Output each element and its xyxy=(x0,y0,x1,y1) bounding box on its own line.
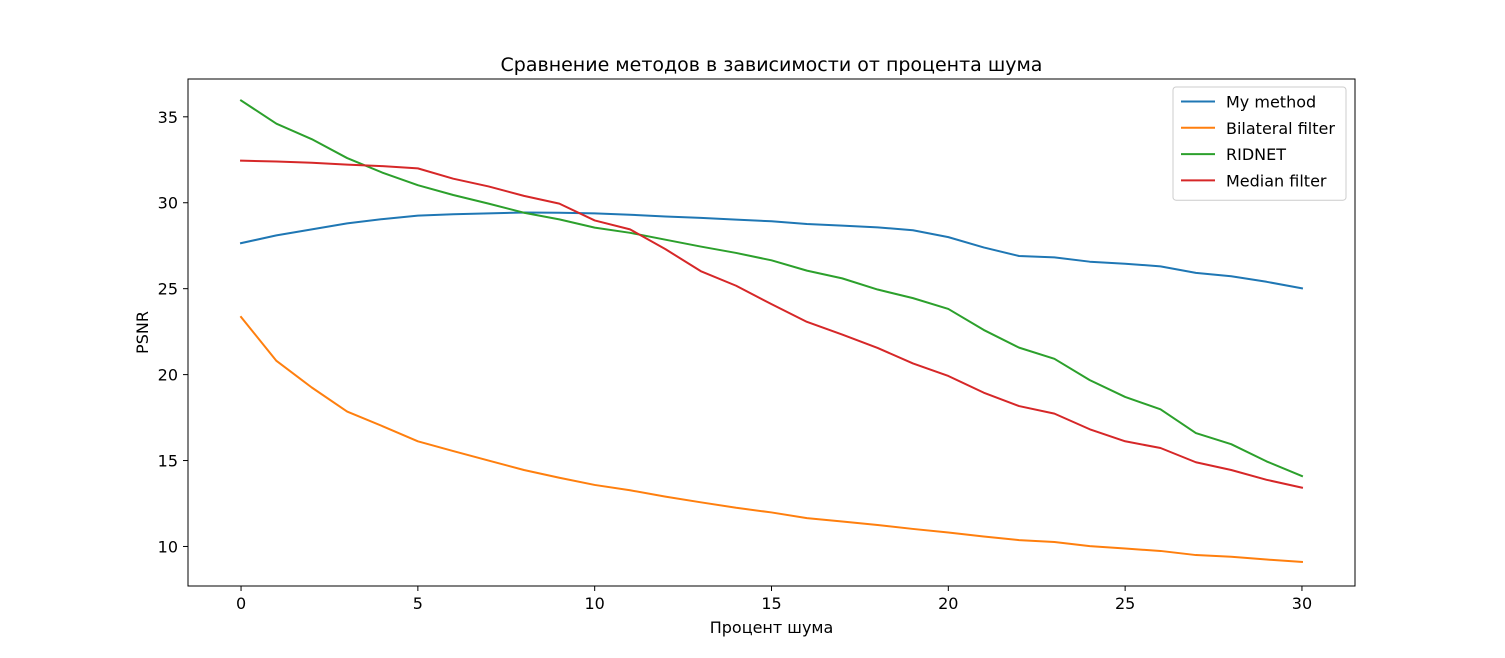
x-tick-label: 30 xyxy=(1292,594,1312,613)
x-tick-label: 15 xyxy=(761,594,781,613)
x-tick-label: 10 xyxy=(585,594,605,613)
x-tick-label: 5 xyxy=(413,594,423,613)
series-line-bilateral-filter xyxy=(239,315,1304,564)
legend: My method Bilateral filter RIDNET Median fi… xyxy=(1172,86,1347,201)
y-tick-label: 35 xyxy=(158,108,178,127)
y-tick-label: 25 xyxy=(158,280,178,299)
y-tick-label: 30 xyxy=(158,194,178,213)
series-line-median-filter xyxy=(240,159,1304,489)
legend-label-ridnet: RIDNET xyxy=(1226,145,1286,164)
y-axis-label: PSNR xyxy=(133,311,152,354)
series-line-my-method xyxy=(239,211,1304,290)
series-layer xyxy=(239,99,1304,564)
legend-label-my-method: My method xyxy=(1226,93,1316,112)
plot-area xyxy=(188,79,1355,586)
x-axis-label: Процент шума xyxy=(710,618,834,637)
legend-box xyxy=(1172,86,1347,201)
y-tick-label: 20 xyxy=(158,366,178,385)
x-tick-label: 20 xyxy=(938,594,958,613)
y-axis: 10 15 20 25 30 35 xyxy=(158,108,188,556)
series-line-ridnet xyxy=(239,99,1304,478)
chart-title: Сравнение методов в зависимости от проце… xyxy=(501,54,1043,76)
legend-label-bilateral-filter: Bilateral filter xyxy=(1226,119,1335,138)
x-tick-label: 25 xyxy=(1115,594,1135,613)
legend-label-median-filter: Median filter xyxy=(1226,171,1327,190)
y-tick-label: 15 xyxy=(158,452,178,471)
x-axis: 0 5 10 15 20 25 30 xyxy=(236,586,1312,613)
y-tick-label: 10 xyxy=(158,537,178,556)
x-tick-label: 0 xyxy=(236,594,246,613)
